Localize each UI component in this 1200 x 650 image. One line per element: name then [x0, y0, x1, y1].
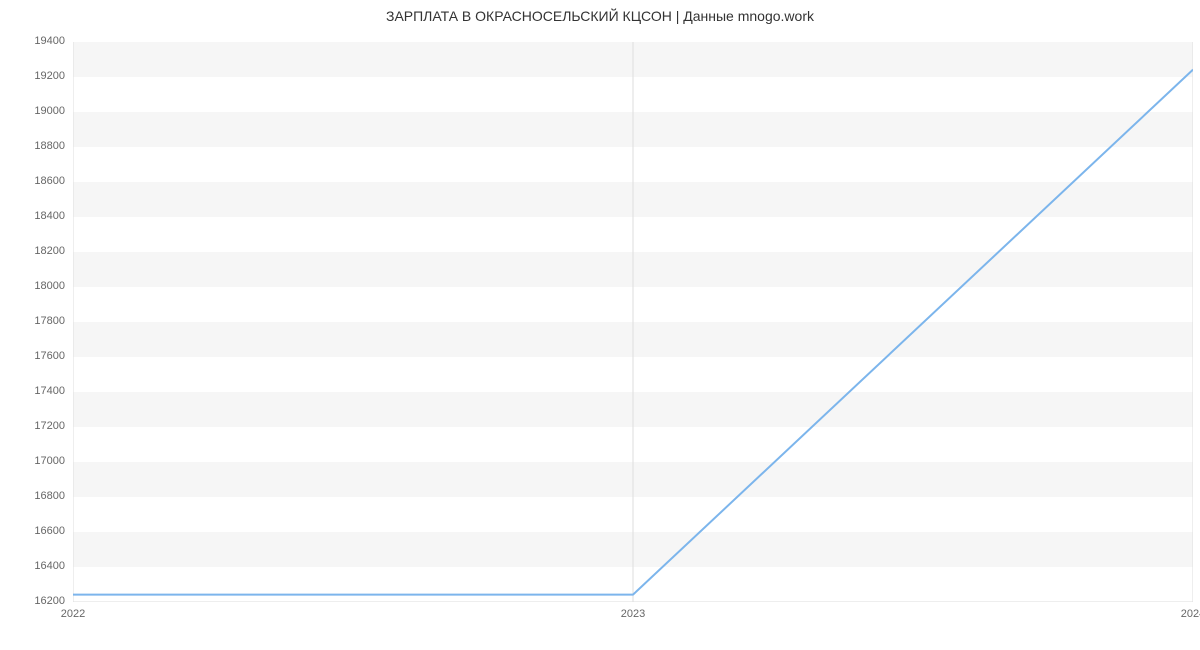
y-tick-label: 19200	[34, 70, 65, 82]
y-tick-label: 16400	[34, 560, 65, 572]
y-tick-label: 17200	[34, 420, 65, 432]
y-tick-label: 18200	[34, 245, 65, 257]
y-tick-label: 17600	[34, 350, 65, 362]
y-tick-label: 18600	[34, 175, 65, 187]
chart-title: ЗАРПЛАТА В ОКРАСНОСЕЛЬСКИЙ КЦСОН | Данны…	[0, 8, 1200, 24]
y-tick-label: 17800	[34, 315, 65, 327]
y-tick-label: 16200	[34, 595, 65, 607]
y-tick-label: 17400	[34, 385, 65, 397]
salary-chart: ЗАРПЛАТА В ОКРАСНОСЕЛЬСКИЙ КЦСОН | Данны…	[0, 0, 1200, 650]
y-tick-label: 18000	[34, 280, 65, 292]
plot-area	[73, 42, 1193, 602]
y-tick-label: 16800	[34, 490, 65, 502]
y-tick-label: 18400	[34, 210, 65, 222]
x-tick-label: 2023	[603, 608, 663, 620]
y-tick-label: 16600	[34, 525, 65, 537]
y-tick-label: 18800	[34, 140, 65, 152]
y-tick-label: 17000	[34, 455, 65, 467]
x-tick-label: 2022	[43, 608, 103, 620]
y-tick-label: 19000	[34, 105, 65, 117]
x-tick-label: 2024	[1163, 608, 1200, 620]
y-tick-label: 19400	[34, 35, 65, 47]
